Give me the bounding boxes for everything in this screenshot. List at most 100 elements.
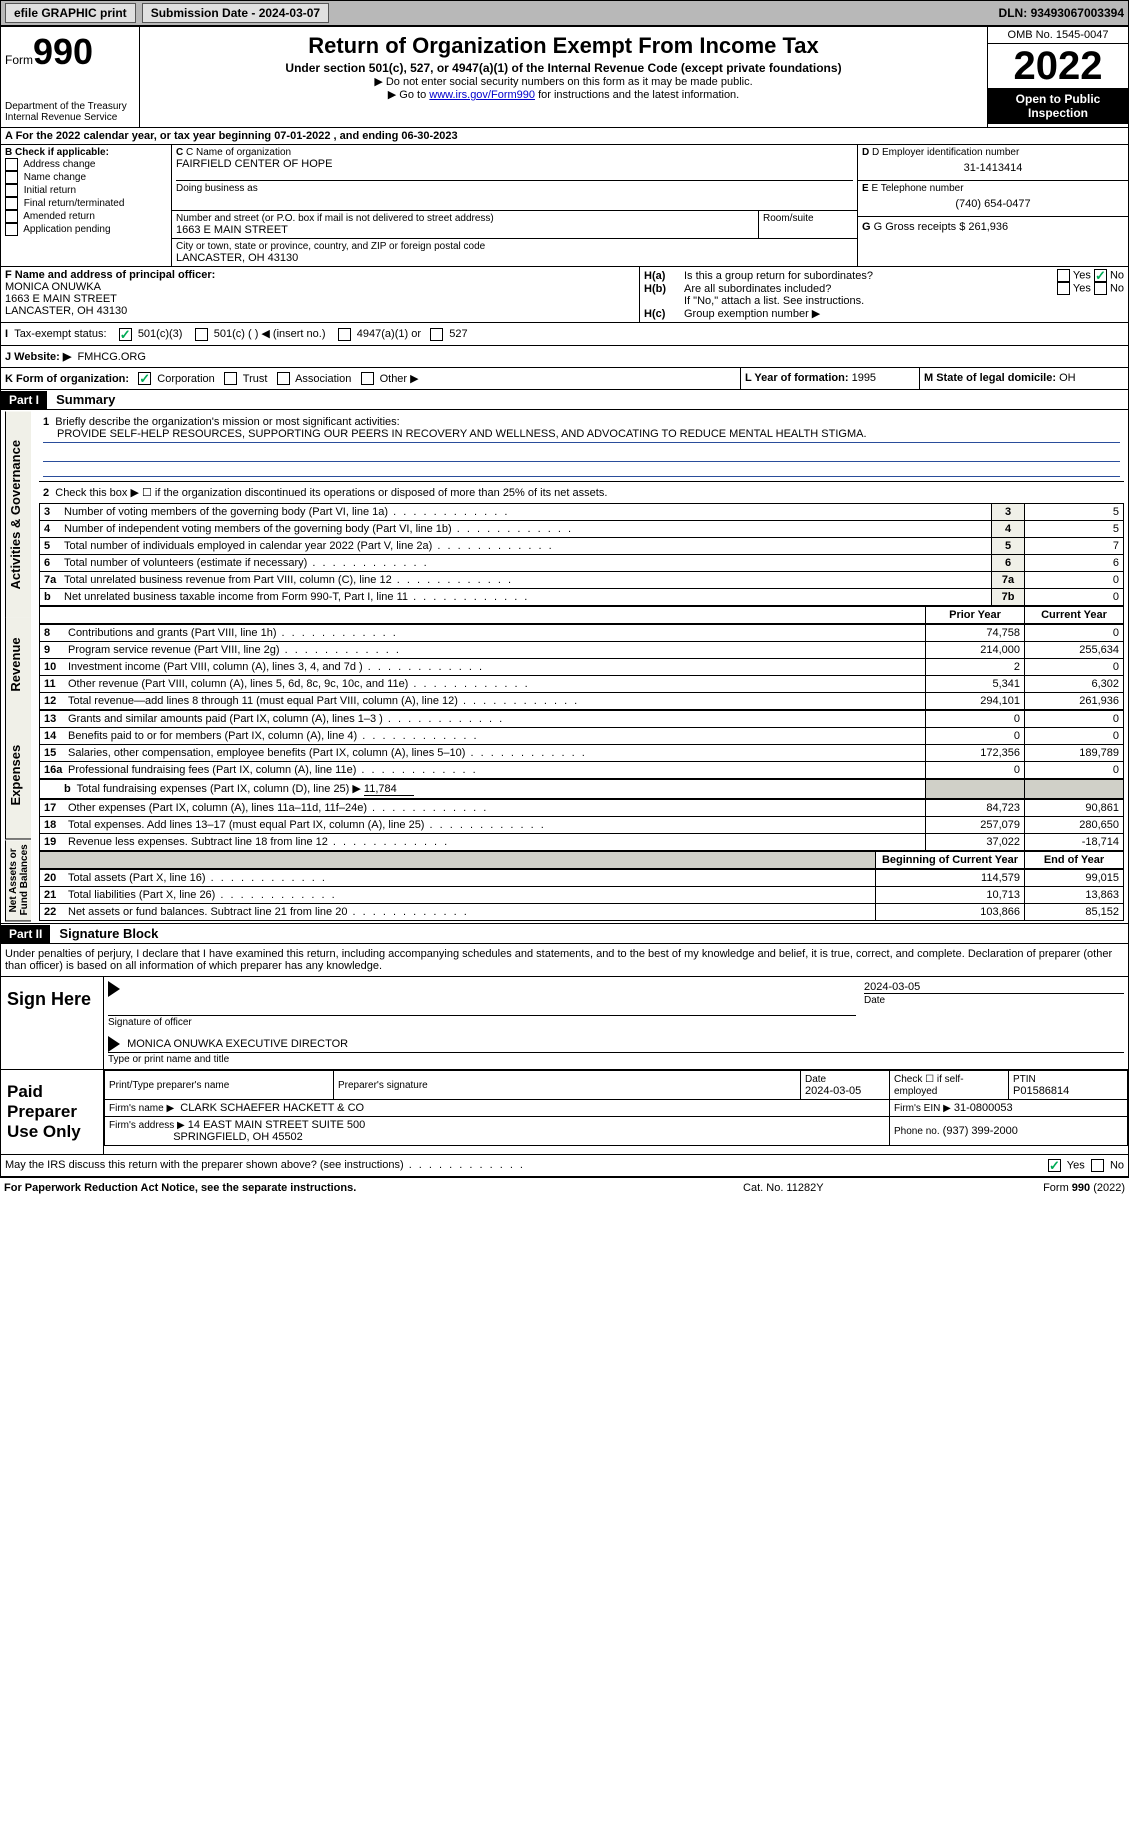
page-footer: For Paperwork Reduction Act Notice, see … xyxy=(0,1177,1129,1198)
org-name: FAIRFIELD CENTER OF HOPE xyxy=(176,158,853,170)
irs-link[interactable]: www.irs.gov/Form990 xyxy=(429,89,535,101)
self-employed: Check ☐ if self-employed xyxy=(890,1071,1009,1100)
table-revenue-header: Prior Year Current Year xyxy=(39,606,1124,624)
hb-yes[interactable] xyxy=(1057,282,1070,295)
b-checkbox[interactable] xyxy=(5,210,18,223)
city-label: City or town, state or province, country… xyxy=(176,241,853,252)
part2-header: Part II Signature Block xyxy=(0,924,1129,944)
b-checkbox[interactable] xyxy=(5,184,18,197)
b-checkbox[interactable] xyxy=(5,171,18,184)
d-label: D D Employer identification number xyxy=(862,147,1124,158)
i-4947[interactable] xyxy=(338,328,351,341)
note-goto-b: for instructions and the latest informat… xyxy=(535,89,739,101)
i-501c[interactable] xyxy=(195,328,208,341)
i-label: Tax-exempt status: xyxy=(14,328,106,340)
part2-title: Signature Block xyxy=(53,924,164,943)
prep-name-label: Print/Type preparer's name xyxy=(105,1071,334,1100)
part1-title: Summary xyxy=(50,390,121,409)
section-bcdefg: B Check if applicable: Address change Na… xyxy=(0,145,1129,267)
table-expenses: 13Grants and similar amounts paid (Part … xyxy=(39,710,1124,779)
e-label: E E Telephone number xyxy=(862,183,1124,194)
k-assoc[interactable] xyxy=(277,372,290,385)
section-j: J Website: ▶ FMHCG.ORG xyxy=(0,346,1129,368)
ha-yes[interactable] xyxy=(1057,269,1070,282)
g-label: G Gross receipts $ xyxy=(874,221,966,233)
footer-center: Cat. No. 11282Y xyxy=(524,1182,1044,1194)
b-checkbox[interactable] xyxy=(5,197,18,210)
vlabel-exp: Expenses xyxy=(5,712,31,840)
vlabel-rev: Revenue xyxy=(5,618,31,713)
footer-right: Form 990 (2022) xyxy=(1043,1182,1125,1194)
line-a: A For the 2022 calendar year, or tax yea… xyxy=(0,128,1129,145)
gross-receipts: 261,936 xyxy=(968,221,1008,233)
k-trust[interactable] xyxy=(224,372,237,385)
m-label: M State of legal domicile: xyxy=(924,372,1056,384)
discuss-yes[interactable] xyxy=(1048,1159,1061,1172)
state-domicile: OH xyxy=(1059,372,1076,384)
dept-treasury: Department of the Treasury xyxy=(5,101,135,112)
arrow-icon xyxy=(108,1036,120,1052)
dln-label: DLN: xyxy=(999,6,1028,20)
l-label: L Year of formation: xyxy=(745,372,849,384)
k-corp[interactable] xyxy=(138,372,151,385)
section-klm: K Form of organization: Corporation Trus… xyxy=(0,368,1129,391)
room-label: Room/suite xyxy=(759,211,857,238)
may-irs-discuss: May the IRS discuss this return with the… xyxy=(0,1155,1129,1177)
website-value: FMHCG.ORG xyxy=(77,351,145,363)
sig-date: 2024-03-05 xyxy=(864,981,1124,993)
b-checkbox[interactable] xyxy=(5,223,18,236)
date-label: Date xyxy=(864,995,885,1006)
table-na-header: Beginning of Current Year End of Year xyxy=(39,851,1124,869)
hb-no[interactable] xyxy=(1094,282,1107,295)
declaration-text: Under penalties of perjury, I declare th… xyxy=(0,944,1129,977)
arrow-icon xyxy=(108,981,120,997)
section-fh: F Name and address of principal officer:… xyxy=(0,267,1129,323)
ha-no[interactable] xyxy=(1094,269,1107,282)
addr-label: Number and street (or P.O. box if mail i… xyxy=(176,213,754,224)
hc-label: Group exemption number ▶ xyxy=(684,308,820,320)
officer-addr2: LANCASTER, OH 43130 xyxy=(5,305,635,317)
line2-text: Check this box ▶ ☐ if the organization d… xyxy=(55,487,607,499)
firm-phone: Phone no. (937) 399-2000 xyxy=(890,1117,1128,1146)
b-checkbox[interactable] xyxy=(5,158,18,171)
table-expenses2: 17Other expenses (Part IX, column (A), l… xyxy=(39,799,1124,851)
note-goto-a: ▶ Go to xyxy=(388,89,429,101)
i-527[interactable] xyxy=(430,328,443,341)
efile-button[interactable]: efile GRAPHIC print xyxy=(5,3,136,23)
officer-addr1: 1663 E MAIN STREET xyxy=(5,293,635,305)
i-501c3[interactable] xyxy=(119,328,132,341)
footer-left: For Paperwork Reduction Act Notice, see … xyxy=(4,1182,524,1194)
prep-date: Date2024-03-05 xyxy=(801,1071,890,1100)
discuss-no[interactable] xyxy=(1091,1159,1104,1172)
ein-value: 31-1413414 xyxy=(862,158,1124,178)
year-formation: 1995 xyxy=(852,372,876,384)
top-bar: efile GRAPHIC print Submission Date - 20… xyxy=(0,0,1129,26)
form-word: Form xyxy=(5,53,33,67)
part1-body: Activities & Governance Revenue Expenses… xyxy=(0,410,1129,924)
sig-officer-label: Signature of officer xyxy=(108,1017,192,1028)
hb-label: Are all subordinates included? xyxy=(684,283,1057,295)
firm-ein: Firm's EIN ▶ 31-0800053 xyxy=(890,1100,1128,1117)
city-state-zip: LANCASTER, OH 43130 xyxy=(176,252,853,264)
form-title: Return of Organization Exempt From Incom… xyxy=(144,33,983,59)
h-note: If "No," attach a list. See instructions… xyxy=(644,295,1124,307)
open-inspection: Open to Public Inspection xyxy=(988,88,1128,124)
table-net-assets: 20Total assets (Part X, line 16)114,5799… xyxy=(39,869,1124,921)
tax-year: 2022 xyxy=(988,44,1128,88)
table-revenue: 8Contributions and grants (Part VIII, li… xyxy=(39,624,1124,710)
submission-date: Submission Date - 2024-03-07 xyxy=(142,3,329,23)
type-name-label: Type or print name and title xyxy=(108,1054,229,1065)
sign-here-label: Sign Here xyxy=(1,977,104,1069)
form-number: 990 xyxy=(33,31,93,72)
k-other[interactable] xyxy=(361,372,374,385)
b-label: B Check if applicable: xyxy=(5,147,167,158)
table-16b: b Total fundraising expenses (Part IX, c… xyxy=(39,779,1124,799)
officer-name: MONICA ONUWKA xyxy=(5,281,635,293)
street-address: 1663 E MAIN STREET xyxy=(176,224,754,236)
mission-text: PROVIDE SELF-HELP RESOURCES, SUPPORTING … xyxy=(43,428,1120,443)
phone-value: (740) 654-0477 xyxy=(862,194,1124,214)
officer-name-title: MONICA ONUWKA EXECUTIVE DIRECTOR xyxy=(127,1038,348,1050)
form-header: Form990 Department of the Treasury Inter… xyxy=(0,26,1129,128)
mission-label: Briefly describe the organization's miss… xyxy=(55,416,399,428)
paid-preparer-label: Paid Preparer Use Only xyxy=(1,1070,104,1154)
